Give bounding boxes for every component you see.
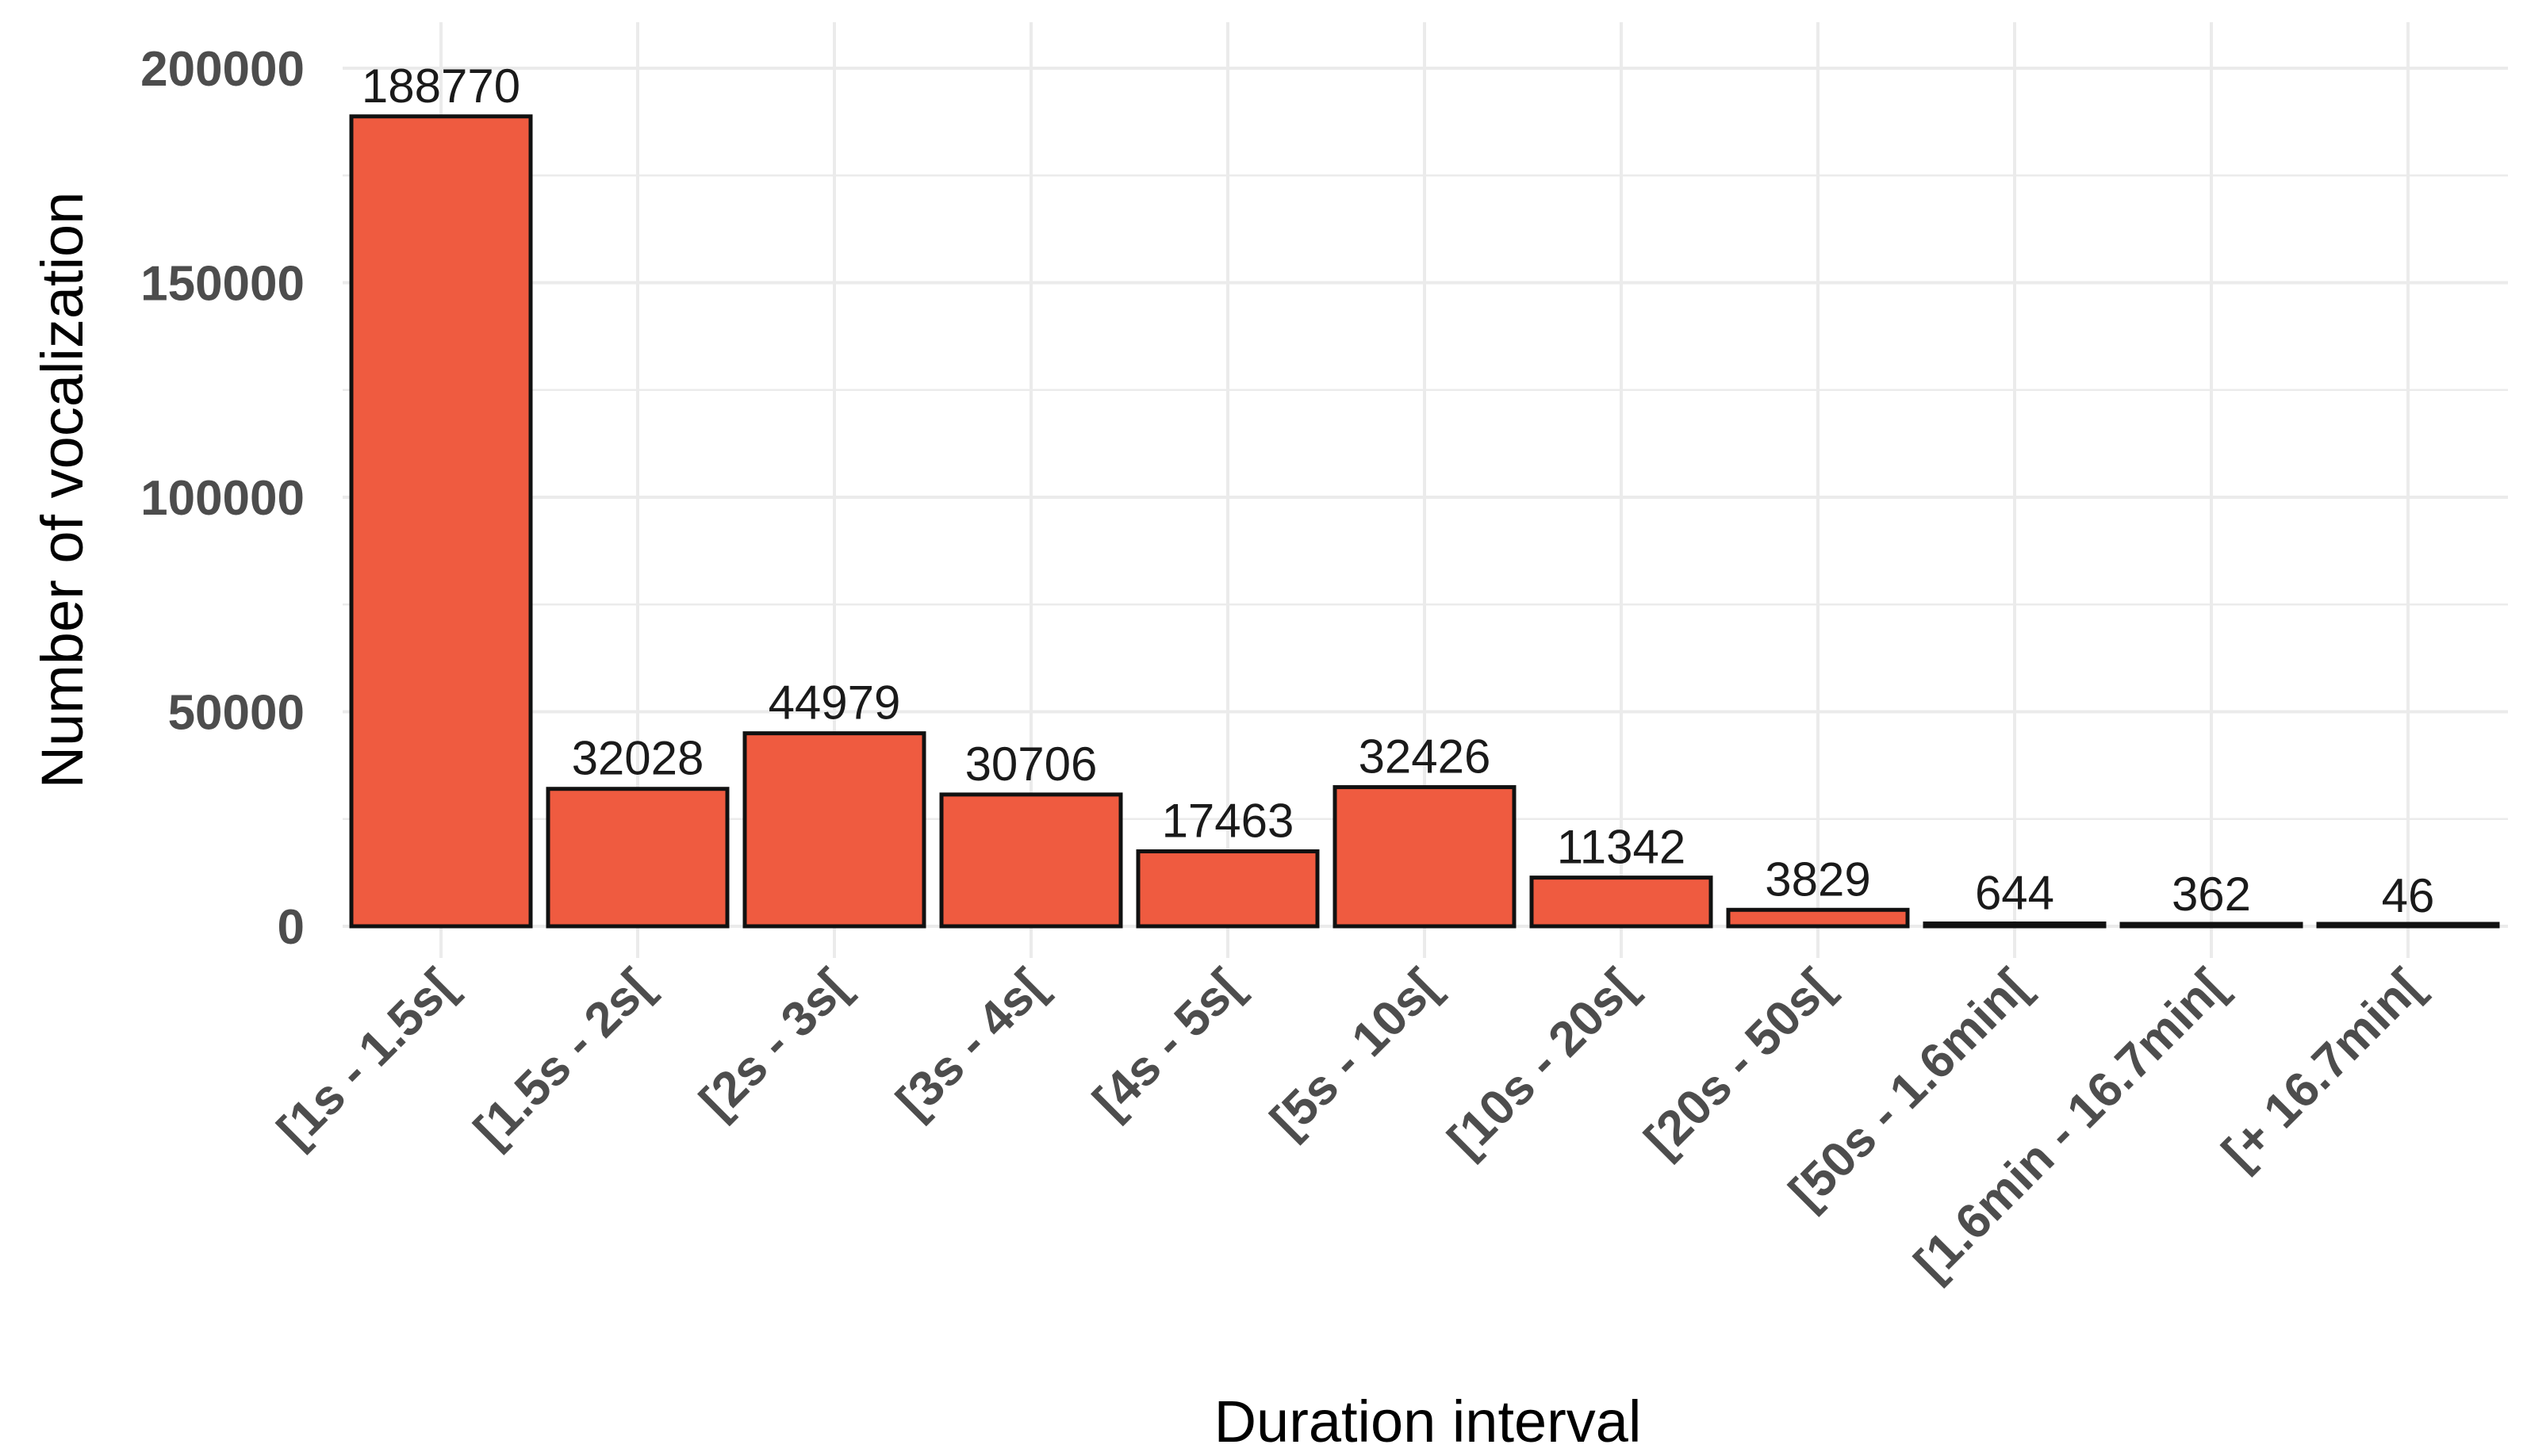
x-axis-title: Duration interval — [1214, 1389, 1642, 1454]
data-label: 46 — [2382, 869, 2435, 922]
bar — [1923, 921, 2107, 929]
y-tick-labels: 0 50000 100000 150000 200000 — [140, 42, 305, 955]
data-label: 362 — [2172, 868, 2251, 921]
bar — [1136, 849, 1320, 929]
x-tick-label: [3s - 4s[ — [886, 959, 1056, 1128]
bar — [742, 731, 926, 929]
bar — [1726, 907, 1910, 929]
x-tick-label: [2s - 3s[ — [689, 959, 859, 1128]
data-label: 32028 — [572, 732, 704, 785]
y-tick-label: 50000 — [168, 686, 305, 741]
y-tick-label: 150000 — [140, 257, 305, 312]
bar — [939, 792, 1123, 929]
x-tick-label: [1s - 1.5s[ — [267, 959, 466, 1158]
data-label: 44979 — [769, 676, 901, 730]
x-tick-label: [5s - 10s[ — [1260, 959, 1450, 1148]
y-tick-label: 200000 — [140, 42, 305, 97]
x-tick-labels: [1s - 1.5s[[1.5s - 2s[[2s - 3s[[3s - 4s[… — [267, 959, 2433, 1291]
data-label: 11342 — [1557, 821, 1685, 874]
data-label: 17463 — [1162, 795, 1294, 848]
x-tick-label: [1.5s - 2s[ — [464, 959, 663, 1158]
data-label: 188770 — [362, 59, 520, 113]
x-tick-label: [+ 16.7min[ — [2212, 959, 2433, 1180]
x-tick-label: [20s - 50s[ — [1635, 959, 1843, 1167]
data-labels-layer: 188770 32028 44979 30706 17463 32426 11342 3829… — [362, 59, 2434, 922]
y-tick-label: 0 — [278, 900, 305, 955]
x-tick-label: [4s - 5s[ — [1083, 959, 1252, 1128]
data-label: 32426 — [1359, 730, 1491, 784]
bar — [1529, 876, 1713, 929]
data-label: 3829 — [1765, 853, 1870, 906]
bar — [349, 114, 533, 929]
bar — [2119, 921, 2303, 929]
y-tick-label: 100000 — [140, 471, 305, 526]
bar — [546, 787, 730, 929]
bars-layer — [349, 114, 2500, 929]
y-axis-title: Number of vocalization — [29, 192, 95, 789]
data-label: 30706 — [965, 738, 1098, 791]
bar — [1333, 785, 1517, 929]
x-tick-label: [10s - 20s[ — [1438, 959, 1647, 1167]
data-label: 644 — [1975, 867, 2054, 920]
grid-layer — [343, 22, 2508, 958]
bar — [2316, 921, 2500, 929]
